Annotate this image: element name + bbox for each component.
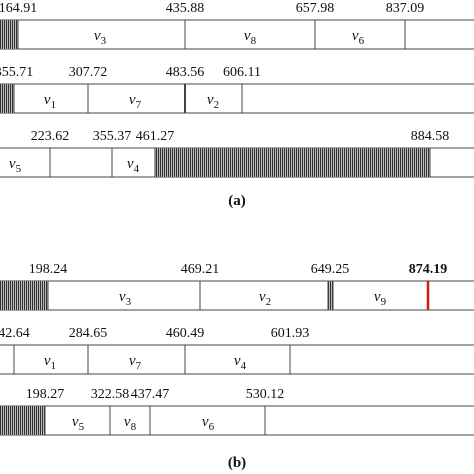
time-label: 884.58 [411,129,450,144]
task-label: v6 [352,28,365,47]
task-label: v7 [129,353,142,372]
time-label: 483.56 [166,65,205,80]
row-box [0,405,474,436]
task-label: v2 [259,289,271,308]
time-label: 223.62 [31,129,70,144]
task-label: v5 [72,414,85,433]
task-label: v4 [234,353,247,372]
time-label: 307.72 [69,65,108,80]
busy-span [0,20,18,49]
task-label: v5 [9,156,22,175]
busy-span [328,281,333,310]
task-label: v6 [202,414,215,433]
task-label: v4 [127,156,140,175]
task-label: v1 [44,353,56,372]
time-label: 606.11 [223,65,261,80]
task-label: v1 [44,92,56,111]
time-label: 601.93 [271,326,310,341]
row-box [0,83,474,114]
task-label: v7 [129,92,142,111]
task-label: v8 [124,414,137,433]
task-label: v2 [207,92,219,111]
time-label: 198.27 [26,387,65,402]
row-box [0,344,474,375]
time-label: 355.71 [0,65,33,80]
task-label: v8 [244,28,257,47]
time-label: 284.65 [69,326,108,341]
task-label: v3 [119,289,132,308]
row-box [0,280,474,311]
time-label: 198.24 [29,262,68,277]
busy-span [0,84,14,113]
time-label: 469.21 [181,262,220,277]
time-label: 874.19 [409,262,448,277]
time-label: 164.91 [0,1,37,16]
time-label: 437.47 [131,387,170,402]
row-box [0,19,474,50]
time-label: 355.37 [93,129,132,144]
time-label: 42.64 [0,326,30,341]
time-label: 649.25 [311,262,350,277]
caption: (a) [228,193,246,209]
time-label: 322.58 [91,387,130,402]
caption: (b) [228,455,246,471]
busy-span [0,281,48,310]
busy-span [155,148,430,177]
busy-span [0,406,45,435]
time-label: 837.09 [386,1,425,16]
time-label: 435.88 [166,1,205,16]
time-label: 460.49 [166,326,205,341]
time-label: 657.98 [296,1,335,16]
time-label: 530.12 [246,387,285,402]
task-label: v9 [374,289,387,308]
task-label: v3 [94,28,107,47]
time-label: 461.27 [136,129,175,144]
